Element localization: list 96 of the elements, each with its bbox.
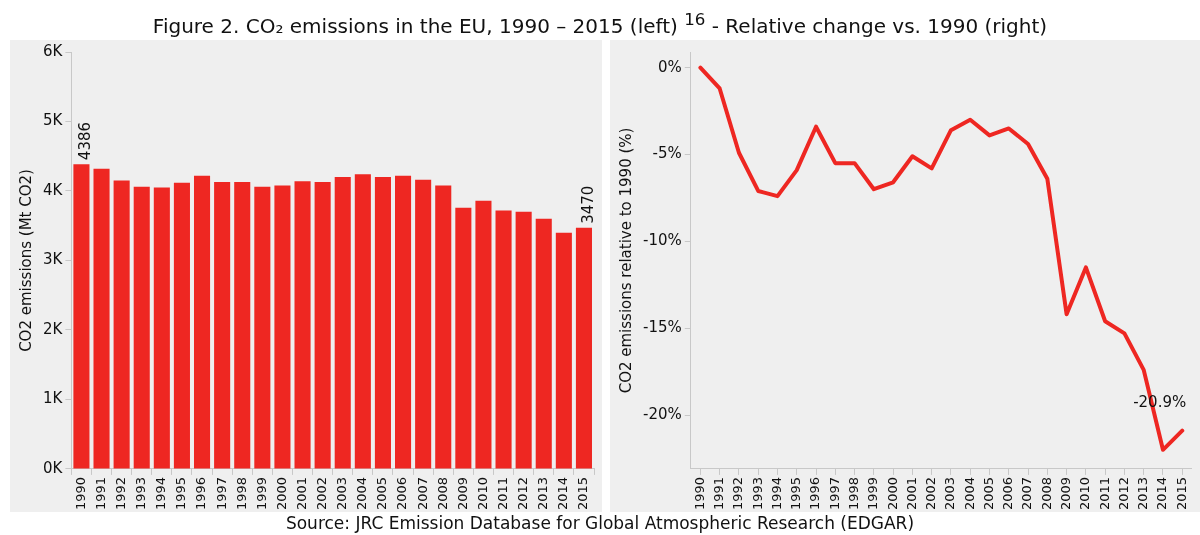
y-axis-title: CO2 emissions (Mt CO2)	[16, 169, 35, 352]
data-label: 4386	[76, 121, 95, 161]
bar	[455, 207, 472, 469]
x-tick-label: 2001	[903, 476, 919, 511]
bar	[535, 218, 552, 469]
data-label: 3470	[578, 185, 597, 224]
bar	[475, 200, 492, 469]
bar	[495, 210, 512, 469]
bar	[254, 186, 271, 469]
x-tick-label: 1998	[845, 476, 861, 511]
bar	[133, 186, 150, 469]
x-tick-label: 2007	[414, 476, 430, 511]
bar	[93, 168, 110, 469]
x-tick-label: 2011	[1096, 476, 1112, 511]
x-tick-label: 1991	[711, 476, 727, 511]
x-tick-label: 2008	[1038, 476, 1054, 511]
y-tick-label: 2K	[42, 319, 64, 338]
x-tick-label: 1993	[749, 476, 765, 511]
bar	[395, 175, 412, 469]
x-tick-label: 2006	[394, 476, 410, 511]
x-tick-label: 1990	[691, 476, 707, 511]
x-tick-label: 2003	[942, 476, 958, 511]
y-tick-label: -15%	[642, 318, 682, 337]
y-tick-label: -20%	[642, 404, 682, 423]
bar	[113, 180, 130, 469]
bar	[214, 181, 231, 469]
y-tick-label: 0K	[42, 458, 64, 477]
x-tick-label: 1991	[92, 476, 108, 511]
x-tick-label: 2013	[535, 476, 551, 511]
x-tick-label: 2011	[494, 476, 510, 511]
bar	[314, 181, 331, 469]
x-tick-label: 2009	[454, 476, 470, 511]
bar	[374, 177, 391, 469]
y-tick-label: 1K	[42, 389, 64, 408]
x-tick-label: 1993	[133, 476, 149, 511]
x-tick-label: 2008	[434, 476, 450, 511]
x-tick-label: 2002	[923, 476, 939, 511]
x-tick-label: 1999	[253, 476, 269, 511]
x-tick-label: 1990	[72, 476, 88, 511]
x-tick-label: 2004	[961, 476, 977, 511]
y-tick-label: -5%	[652, 144, 682, 163]
x-tick-label: 1999	[865, 476, 881, 511]
bar	[194, 175, 211, 469]
bar	[153, 187, 170, 469]
x-tick-label: 2015	[575, 476, 591, 511]
x-tick-label: 1994	[768, 476, 784, 511]
bar	[515, 211, 532, 469]
y-tick-label: 3K	[42, 250, 64, 269]
x-tick-label: 1997	[826, 476, 842, 511]
x-tick-label: 1992	[113, 476, 129, 511]
x-tick-label: 2006	[1000, 476, 1016, 511]
bar	[555, 232, 572, 469]
bar	[435, 185, 452, 469]
bar	[415, 179, 432, 469]
x-tick-label: 2013	[1135, 476, 1151, 511]
x-tick-label: 1997	[213, 476, 229, 511]
x-tick-label: 2015	[1173, 476, 1189, 511]
x-tick-label: 2010	[1077, 476, 1093, 511]
x-tick-label: 2000	[884, 476, 900, 511]
x-tick-label: 2002	[314, 476, 330, 511]
y-tick-label: 5K	[42, 111, 64, 130]
bar	[234, 181, 251, 469]
x-tick-label: 1992	[730, 476, 746, 511]
x-tick-label: 2010	[474, 476, 490, 511]
y-tick-label: 4K	[42, 180, 64, 199]
bar	[575, 227, 592, 469]
x-tick-label: 1995	[788, 476, 804, 511]
x-tick-label: 1994	[153, 476, 169, 511]
bar	[73, 164, 90, 469]
x-tick-label: 2000	[273, 476, 289, 511]
x-tick-label: 2005	[980, 476, 996, 511]
y-axis-title: CO2 emissions relative to 1990 (%)	[616, 127, 635, 394]
x-tick-label: 2005	[374, 476, 390, 511]
x-tick-label: 2001	[293, 476, 309, 511]
x-tick-label: 1995	[173, 476, 189, 511]
bar	[173, 182, 190, 469]
x-tick-label: 2007	[1019, 476, 1035, 511]
x-tick-label: 1996	[193, 476, 209, 511]
x-tick-label: 2012	[515, 476, 531, 511]
bar	[274, 185, 291, 469]
bar	[294, 181, 311, 469]
y-tick-label: 0%	[657, 57, 682, 76]
chart-title: Figure 2. CO₂ emissions in the EU, 1990 – 2015 (left) $^{16}$ - Relative change vs. 1990 (right)	[151, 10, 1049, 38]
x-tick-label: 2004	[354, 476, 370, 511]
y-tick-label: -10%	[642, 231, 682, 250]
x-tick-label: 2003	[334, 476, 350, 511]
y-tick-label: 6K	[42, 41, 64, 60]
x-tick-label: 2012	[1115, 476, 1131, 511]
bar	[354, 174, 371, 469]
x-tick-label: 1996	[807, 476, 823, 511]
bar	[334, 177, 351, 469]
x-tick-label: 1998	[233, 476, 249, 511]
x-tick-label: 2014	[555, 476, 571, 511]
x-tick-label: 2009	[1057, 476, 1073, 511]
x-tick-label: 2014	[1154, 476, 1170, 511]
source-note: Source: JRC Emission Database for Global Atmospheric Research (EDGAR)	[284, 513, 916, 533]
